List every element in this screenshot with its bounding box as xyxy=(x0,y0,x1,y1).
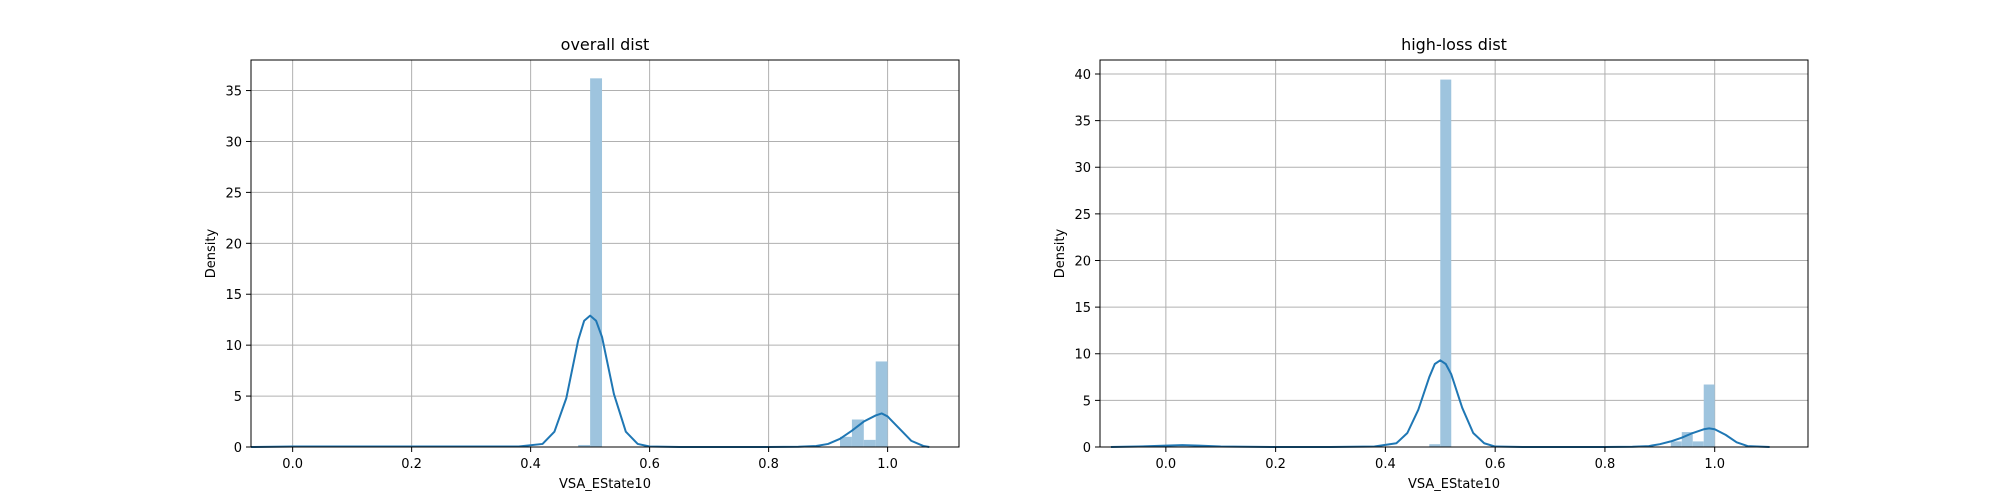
chart-0-hist-bar xyxy=(578,444,591,447)
chart-1-x-tick-label: 0.4 xyxy=(1375,457,1396,472)
chart-0-y-tick-label: 30 xyxy=(225,135,242,150)
chart-0-y-tick-label: 25 xyxy=(225,186,242,201)
chart-0-x-tick-label: 0.6 xyxy=(639,457,660,472)
chart-0-hist-bar xyxy=(840,436,852,447)
chart-0-y-axis-label: Density xyxy=(204,228,219,278)
chart-0-x-tick-label: 0.2 xyxy=(401,457,422,472)
chart-1-x-axis-label: VSA_EState10 xyxy=(1408,477,1500,492)
chart-1-y-tick-label: 10 xyxy=(1074,348,1091,363)
chart-0-y-tick-label: 15 xyxy=(225,288,242,303)
chart-0-x-tick-label: 1.0 xyxy=(877,457,898,472)
chart-0-kde-line xyxy=(250,314,930,448)
chart-1-x-tick-label: 0.0 xyxy=(1156,457,1177,472)
chart-1-y-tick-label: 30 xyxy=(1074,161,1091,176)
chart-0-hist-bar xyxy=(875,361,888,447)
chart-0-title: overall dist xyxy=(561,35,650,54)
chart-1-x-tick-label: 0.8 xyxy=(1595,457,1616,472)
chart-0-x-tick-label: 0.8 xyxy=(758,457,779,472)
chart-0-x-tick-label: 0.0 xyxy=(282,457,303,472)
chart-0-y-tick-label: 10 xyxy=(225,339,242,354)
chart-1-y-tick-label: 40 xyxy=(1074,68,1091,83)
chart-0-y-tick-label: 5 xyxy=(234,390,242,405)
chart-1-hist-bar xyxy=(1681,432,1693,447)
chart-1-hist-bar xyxy=(1670,441,1682,447)
chart-1-hist-bar xyxy=(1703,384,1715,447)
chart-0-x-axis-label: VSA_EState10 xyxy=(559,477,651,492)
chart-0-y-tick-label: 0 xyxy=(234,441,242,456)
chart-1-y-tick-label: 35 xyxy=(1074,115,1091,130)
chart-1-y-tick-label: 25 xyxy=(1074,208,1091,223)
chart-1-x-tick-label: 0.2 xyxy=(1265,457,1286,472)
chart-1-title: high-loss dist xyxy=(1401,35,1507,54)
chart-1-x-tick-label: 1.0 xyxy=(1704,457,1725,472)
chart-0-y-tick-label: 35 xyxy=(225,85,242,100)
chart-0-hist-bar xyxy=(851,419,864,447)
chart-1-y-tick-label: 15 xyxy=(1074,301,1091,316)
chart-high-loss-dist: 0.0 0.2 0.4 0.6 0.8 1.0 0 5 10 15 20 25 30 35 40 high-l… xyxy=(1053,35,1809,492)
chart-0-axes-frame xyxy=(250,59,960,448)
chart-1-y-tick-label: 5 xyxy=(1083,394,1091,409)
chart-0-y-tick-label: 20 xyxy=(225,237,242,252)
chart-1-x-tick-label: 0.6 xyxy=(1485,457,1506,472)
chart-1-y-axis-label: Density xyxy=(1053,228,1068,278)
chart-1-y-tick-label: 20 xyxy=(1074,254,1091,269)
chart-0-x-tick-label: 0.4 xyxy=(520,457,541,472)
chart-1-hist-bar xyxy=(1429,444,1441,447)
chart-0-hist-bar xyxy=(590,78,603,448)
chart-1-hist-bar xyxy=(1692,441,1704,447)
chart-overall-dist: 0.0 0.2 0.4 0.6 0.8 1.0 0 5 10 15 20 25 30 35 overall … xyxy=(204,35,960,492)
chart-0-hist-bar xyxy=(863,439,876,447)
chart-1-axes-frame xyxy=(1099,59,1809,448)
chart-1-hist-bar xyxy=(1440,79,1452,447)
chart-1-y-tick-label: 0 xyxy=(1083,441,1091,456)
